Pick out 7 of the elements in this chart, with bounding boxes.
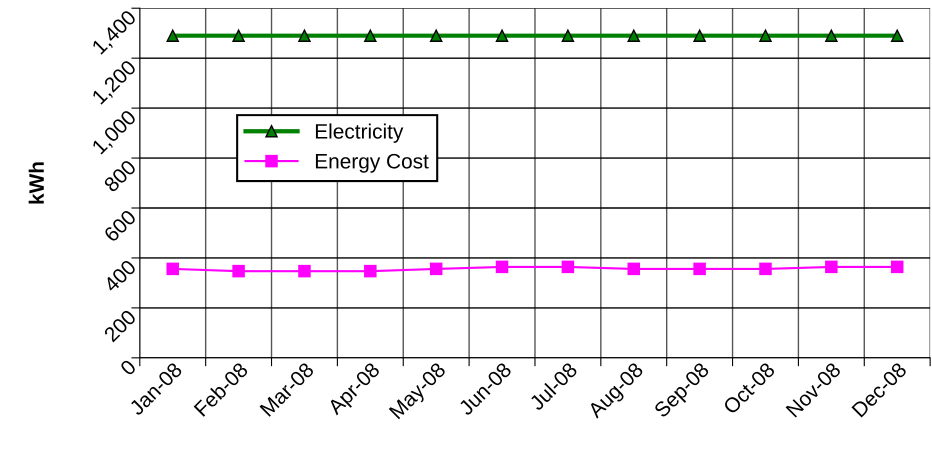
legend-label: Energy Cost [316,154,429,173]
y-tick-label: 600 [103,208,137,243]
y-tick-label: 400 [102,258,137,293]
y-tick-label: 200 [103,308,137,343]
y-tick-label: 800 [103,159,137,193]
legend-label: Electricity [316,123,404,143]
y-axis-title: kWh [28,162,44,204]
